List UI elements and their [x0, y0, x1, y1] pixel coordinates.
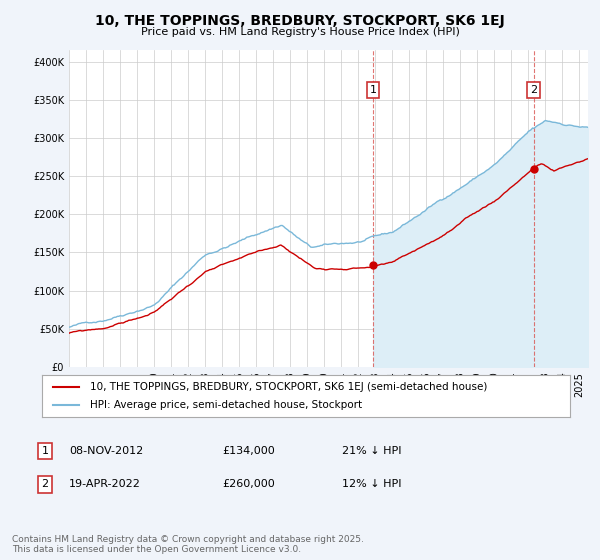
Text: 10, THE TOPPINGS, BREDBURY, STOCKPORT, SK6 1EJ: 10, THE TOPPINGS, BREDBURY, STOCKPORT, S…: [95, 14, 505, 28]
Text: £260,000: £260,000: [222, 479, 275, 489]
Text: 10, THE TOPPINGS, BREDBURY, STOCKPORT, SK6 1EJ (semi-detached house): 10, THE TOPPINGS, BREDBURY, STOCKPORT, S…: [89, 382, 487, 392]
Text: Contains HM Land Registry data © Crown copyright and database right 2025.
This d: Contains HM Land Registry data © Crown c…: [12, 535, 364, 554]
Text: Price paid vs. HM Land Registry's House Price Index (HPI): Price paid vs. HM Land Registry's House …: [140, 27, 460, 37]
Text: 19-APR-2022: 19-APR-2022: [69, 479, 141, 489]
Text: 1: 1: [41, 446, 49, 456]
Text: HPI: Average price, semi-detached house, Stockport: HPI: Average price, semi-detached house,…: [89, 400, 362, 410]
Text: £134,000: £134,000: [222, 446, 275, 456]
Text: 21% ↓ HPI: 21% ↓ HPI: [342, 446, 401, 456]
Text: 2: 2: [41, 479, 49, 489]
Text: 08-NOV-2012: 08-NOV-2012: [69, 446, 143, 456]
Text: 1: 1: [370, 85, 376, 95]
Text: 2: 2: [530, 85, 537, 95]
Text: 12% ↓ HPI: 12% ↓ HPI: [342, 479, 401, 489]
